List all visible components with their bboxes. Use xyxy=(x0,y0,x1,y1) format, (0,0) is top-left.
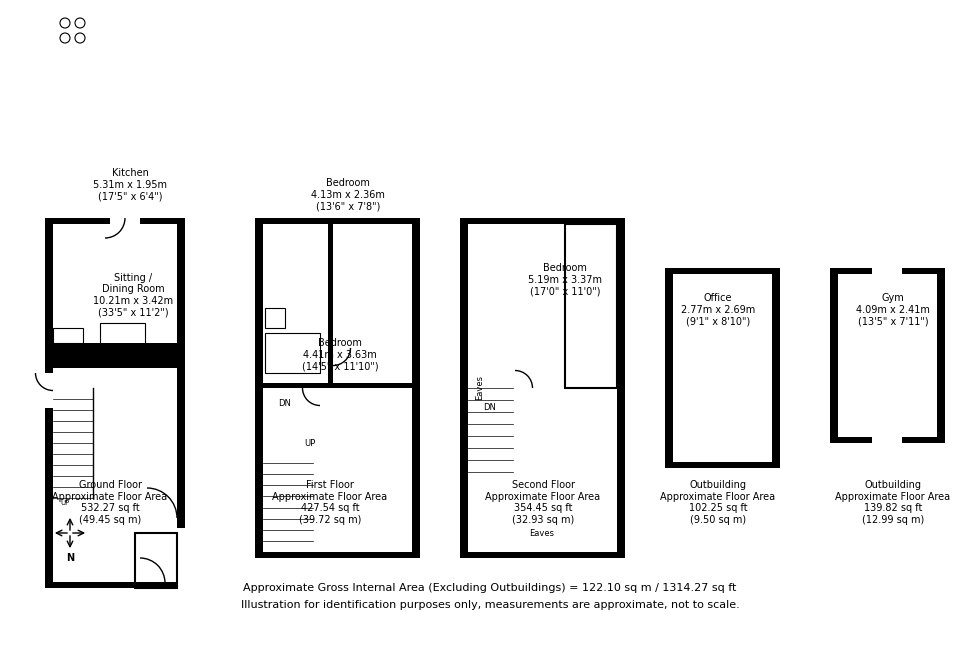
Text: Bedroom
5.19m x 3.37m
(17'0" x 11'0"): Bedroom 5.19m x 3.37m (17'0" x 11'0") xyxy=(528,263,602,296)
Text: N: N xyxy=(66,553,74,563)
Text: Kitchen
5.31m x 1.95m
(17'5" x 6'4"): Kitchen 5.31m x 1.95m (17'5" x 6'4") xyxy=(93,168,167,202)
Text: First Floor
Approximate Floor Area
427.54 sq ft
(39.72 sq m): First Floor Approximate Floor Area 427.5… xyxy=(272,480,387,525)
Bar xyxy=(830,268,838,443)
Bar xyxy=(100,323,145,363)
Bar xyxy=(665,268,673,468)
Bar xyxy=(110,218,140,224)
Text: Eaves: Eaves xyxy=(529,528,555,537)
Text: UP: UP xyxy=(61,500,70,506)
Bar xyxy=(460,218,625,224)
Bar xyxy=(320,388,325,423)
Text: UP: UP xyxy=(305,439,316,447)
Bar xyxy=(255,552,420,558)
Bar xyxy=(665,268,780,274)
Bar xyxy=(830,268,945,274)
Text: Outbuilding
Approximate Floor Area
139.82 sq ft
(12.99 sq m): Outbuilding Approximate Floor Area 139.8… xyxy=(835,480,951,525)
Text: Eaves: Eaves xyxy=(475,375,484,400)
Bar xyxy=(872,437,902,443)
Bar xyxy=(45,582,185,588)
Bar xyxy=(937,268,945,443)
Bar xyxy=(460,552,625,558)
Bar xyxy=(412,218,420,558)
Bar xyxy=(460,218,468,558)
Bar xyxy=(772,268,780,468)
Bar xyxy=(565,224,617,388)
Bar xyxy=(177,218,185,588)
Bar xyxy=(45,218,185,224)
Bar xyxy=(265,333,320,373)
Text: Approximate Gross Internal Area (Excluding Outbuildings) = 122.10 sq m / 1314.27: Approximate Gross Internal Area (Excludi… xyxy=(243,583,737,593)
Text: Sitting /
Dining Room
10.21m x 3.42m
(33'5" x 11'2"): Sitting / Dining Room 10.21m x 3.42m (33… xyxy=(93,272,173,317)
Bar xyxy=(872,268,902,274)
Text: Second Floor
Approximate Floor Area
354.45 sq ft
(32.93 sq m): Second Floor Approximate Floor Area 354.… xyxy=(485,480,601,525)
Bar xyxy=(53,363,177,368)
Bar xyxy=(255,218,263,558)
Text: Illustration for identification purposes only, measurements are approximate, not: Illustration for identification purposes… xyxy=(241,600,739,610)
Text: Bedroom
4.41m x 3.63m
(14'5" x 11'10"): Bedroom 4.41m x 3.63m (14'5" x 11'10") xyxy=(302,338,378,372)
Bar xyxy=(135,533,177,588)
Text: Ground Floor
Approximate Floor Area
532.27 sq ft
(49.45 sq m): Ground Floor Approximate Floor Area 532.… xyxy=(53,480,168,525)
Bar xyxy=(53,328,83,343)
Bar xyxy=(255,218,420,224)
Bar xyxy=(53,343,177,363)
Bar xyxy=(177,528,185,588)
Text: Gym
4.09m x 2.41m
(13'5" x 7'11"): Gym 4.09m x 2.41m (13'5" x 7'11") xyxy=(857,293,930,326)
Text: DN: DN xyxy=(483,404,497,413)
Text: DN: DN xyxy=(278,398,291,407)
Bar xyxy=(328,224,333,383)
Text: Outbuilding
Approximate Floor Area
102.25 sq ft
(9.50 sq m): Outbuilding Approximate Floor Area 102.2… xyxy=(661,480,775,525)
Bar xyxy=(665,462,780,468)
Bar xyxy=(617,218,625,558)
Bar xyxy=(45,218,53,588)
Bar xyxy=(263,383,412,388)
Text: Office
2.77m x 2.69m
(9'1" x 8'10"): Office 2.77m x 2.69m (9'1" x 8'10") xyxy=(681,293,756,326)
Bar xyxy=(265,308,285,328)
Text: Bedroom
4.13m x 2.36m
(13'6" x 7'8"): Bedroom 4.13m x 2.36m (13'6" x 7'8") xyxy=(311,178,385,212)
Bar xyxy=(45,373,53,408)
Bar xyxy=(53,328,83,343)
Bar xyxy=(147,512,177,518)
Bar xyxy=(830,437,945,443)
